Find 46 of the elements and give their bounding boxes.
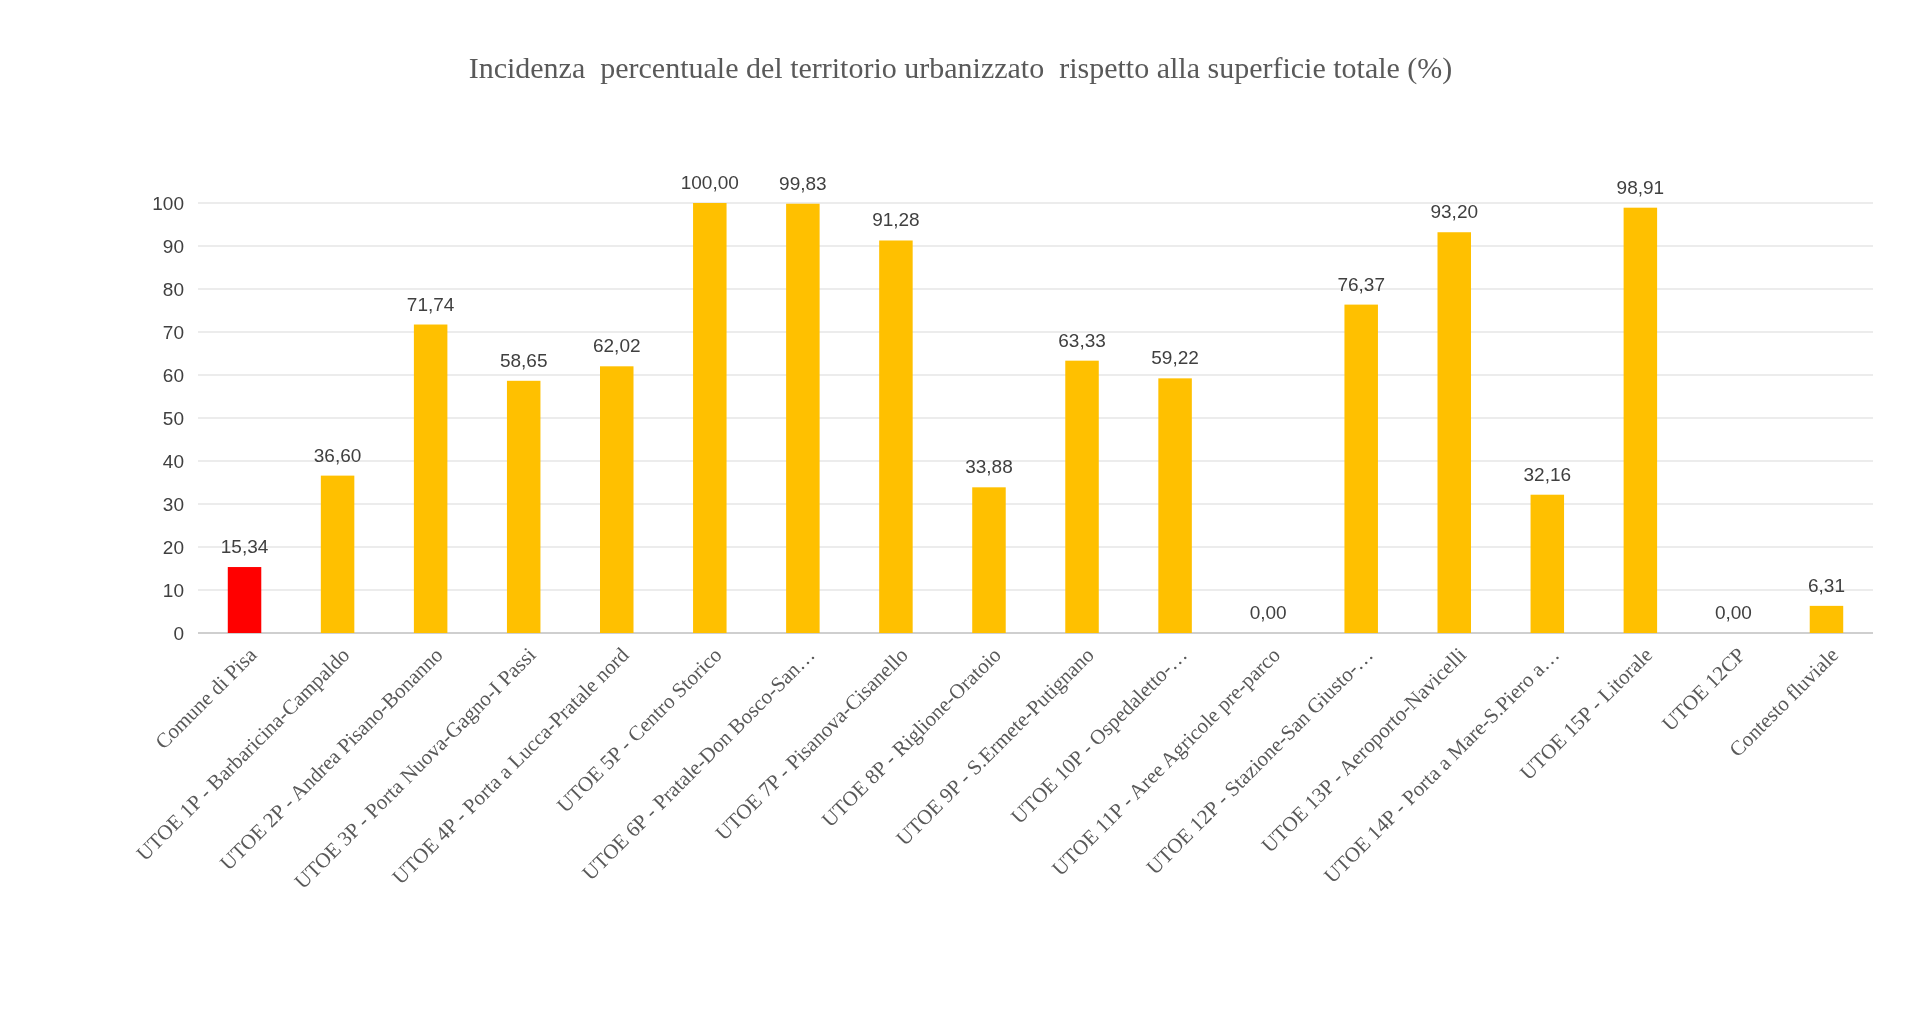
data-label: 100,00 xyxy=(680,172,739,193)
y-tick-label: 70 xyxy=(162,321,184,343)
bar xyxy=(320,475,355,633)
bar xyxy=(413,324,448,633)
y-tick-label: 20 xyxy=(162,536,184,558)
bar xyxy=(786,203,820,633)
y-tick-label: 0 xyxy=(173,622,184,644)
chart-title: Incidenza percentuale del territorio urbanizzato rispetto alla superficie totale (%) xyxy=(468,51,1453,85)
bar xyxy=(879,240,913,633)
bar xyxy=(972,487,1006,633)
y-tick-label: 30 xyxy=(162,493,184,515)
bar xyxy=(506,380,541,633)
data-label: 6,31 xyxy=(1807,574,1845,596)
bar xyxy=(1623,207,1658,633)
data-label: 0,00 xyxy=(1714,602,1752,623)
y-tick-label: 40 xyxy=(162,450,184,472)
data-label: 91,28 xyxy=(872,209,920,231)
bar xyxy=(1158,378,1192,633)
data-label: 71,74 xyxy=(406,293,455,315)
data-label: 58,65 xyxy=(499,349,548,371)
data-label: 76,37 xyxy=(1337,273,1385,295)
data-label: 98,91 xyxy=(1616,176,1665,198)
data-label: 36,60 xyxy=(313,444,362,466)
data-label: 33,88 xyxy=(965,456,1013,478)
y-tick-label: 60 xyxy=(162,364,184,386)
bar xyxy=(600,366,634,633)
bar xyxy=(1809,605,1844,633)
data-label: 93,20 xyxy=(1430,201,1479,223)
bar xyxy=(1344,304,1378,633)
bar xyxy=(1530,494,1565,633)
data-label: 62,02 xyxy=(592,335,641,357)
y-tick-label: 100 xyxy=(152,192,184,214)
data-label: 59,22 xyxy=(1151,347,1199,369)
bar xyxy=(1065,360,1099,633)
data-label: 99,83 xyxy=(779,172,827,194)
y-tick-label: 50 xyxy=(162,407,184,429)
bar xyxy=(1437,232,1471,633)
data-label: 15,34 xyxy=(220,536,269,558)
data-label: 32,16 xyxy=(1523,463,1572,485)
bar xyxy=(693,203,727,633)
bar xyxy=(227,567,262,633)
y-tick-label: 10 xyxy=(162,579,184,601)
data-label: 0,00 xyxy=(1249,602,1287,623)
data-label: 63,33 xyxy=(1058,329,1106,351)
y-tick-label: 80 xyxy=(162,278,184,300)
y-tick-label: 90 xyxy=(162,235,184,257)
